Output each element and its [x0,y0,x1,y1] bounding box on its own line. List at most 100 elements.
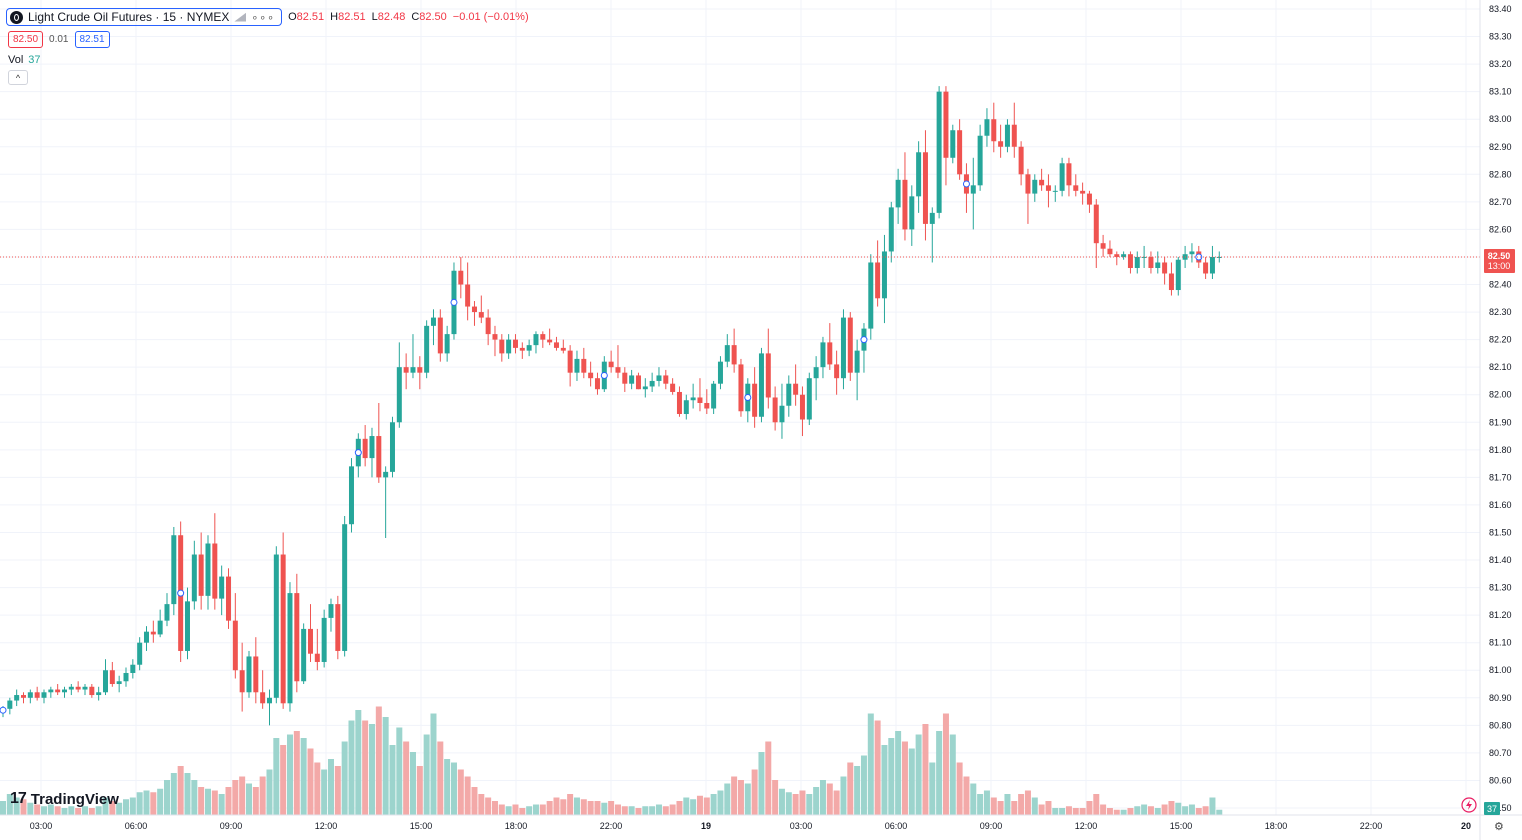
time-tick-label: 20 [1461,821,1471,831]
tradingview-mark-icon: 17 [10,790,27,807]
event-marker [1195,253,1203,261]
candle-body [458,270,464,285]
volume-bar [799,790,806,815]
volume-bar [703,797,710,815]
volume-bar [833,790,840,815]
candle-body [1209,256,1215,274]
time-axis[interactable]: 03:00 06:00 09:00 12:00 15:00 18:00 22:00 19 03:… [0,814,1522,831]
volume-bar [286,734,293,815]
candle-body [260,692,266,704]
volume-bar [655,804,662,815]
volume-bar [122,799,129,815]
visibility-icon[interactable] [234,12,247,22]
last-price-label: 82.50 13:00 [1484,248,1515,273]
volume-bar [758,752,765,815]
candle-body [1162,262,1168,274]
candle-body [526,345,532,351]
candle-body [294,593,300,682]
volume-bar [936,731,943,815]
candle-body [205,543,211,596]
event-marker [450,298,458,306]
candle-body [301,628,307,682]
change-value: −0.01 (−0.01%) [452,11,529,23]
candle-body [581,358,587,373]
volume-bar [6,794,13,815]
price-axis[interactable]: 83.40 83.30 83.20 83.10 83.00 82.90 82.80 82.70… [1479,0,1512,840]
price-tick-label: 82.20 [1489,335,1512,345]
volume-label: Vol [8,54,24,66]
volume-bar [54,806,61,815]
volume-bar [553,797,560,815]
low-label: L [371,11,378,23]
candle-body [560,347,566,351]
candle-body [1093,204,1099,244]
volume-bar [901,741,908,815]
time-tick-label: 22:00 [600,821,623,831]
candle-body [48,689,54,693]
volume-bar [457,769,464,815]
volume-bar [27,802,34,815]
open-label: O [288,11,297,23]
candle-body [977,135,983,186]
volume-bar [724,783,731,815]
candle-body [253,656,259,693]
price-tick-label: 80.80 [1489,720,1512,730]
volume-bar [88,808,95,815]
price-tick-label: 81.00 [1489,665,1512,675]
candle-body [41,692,47,698]
candle-body [875,262,881,299]
volume-bar [163,780,170,815]
candle-body [362,438,368,459]
volume-bar [34,804,41,815]
tradingview-logo[interactable]: 17 TradingView [10,790,119,808]
volume-bar [717,790,724,815]
volume-bar [854,766,861,815]
volume-bar [0,801,6,815]
candle-body [1059,163,1065,191]
symbol-selector[interactable]: Light Crude Oil Futures · 15 · NYMEX ∘∘∘ [6,8,283,26]
volume-bar [731,776,738,815]
volume-bar [567,794,574,815]
collapse-legend-button[interactable]: ^ [8,70,28,85]
volume-bar [368,724,375,815]
sell-button[interactable]: 82.50 [8,31,44,48]
candle-body [512,339,518,348]
buy-button[interactable]: 82.51 [74,31,110,48]
volume-bar [895,731,902,815]
candle-body [130,664,136,673]
volume-bar [608,801,615,815]
volume-bar [519,808,526,815]
candle-body [280,554,286,704]
volume-bar [293,731,300,815]
candle-body [683,400,689,415]
candle-body [1175,259,1181,291]
alert-icon[interactable] [1461,797,1477,813]
price-tick-label: 81.80 [1489,445,1512,455]
volume-bar [232,780,239,815]
volume-bar [881,745,888,815]
price-tick-label: 82.70 [1489,197,1512,207]
volume-bar [245,783,252,815]
volume-bar [485,797,492,815]
candle-body [7,700,13,709]
volume-bar [532,804,539,815]
last-volume-value: 37 [1487,804,1497,814]
candle-body [75,686,81,690]
time-tick-label: 18:00 [505,821,528,831]
candle-body [629,375,635,384]
candle-body [758,353,764,417]
candle-body [109,670,115,685]
volume-bar [1045,801,1052,815]
volume-bar [47,804,54,815]
price-tick-label: 83.40 [1489,4,1512,14]
volume-bar [614,804,621,815]
candle-body [212,543,218,599]
candle-body [984,119,990,136]
low-value: 82.48 [377,11,406,23]
volume-bar [669,804,676,815]
price-tick-label: 82.00 [1489,390,1512,400]
candle-body [389,422,395,472]
more-options-icon[interactable]: ∘∘∘ [251,11,276,24]
settings-gear-icon[interactable]: ⚙ [1494,821,1504,833]
